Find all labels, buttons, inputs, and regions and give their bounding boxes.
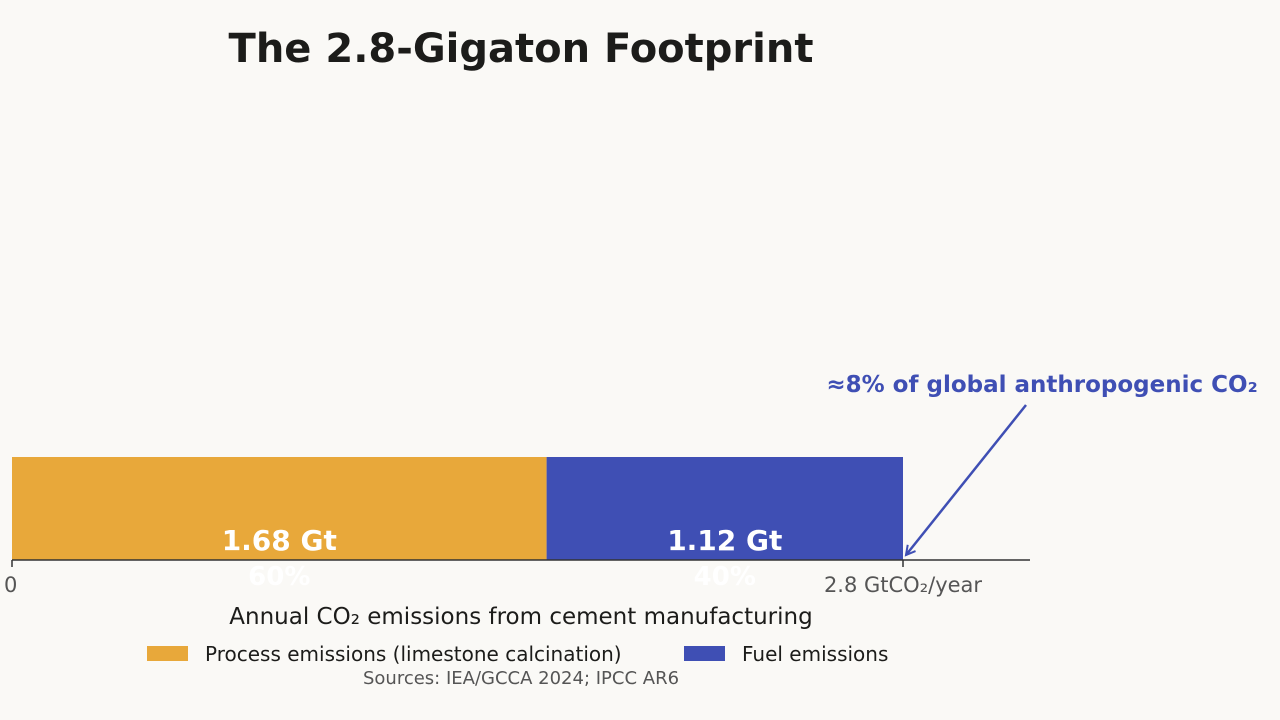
x-axis-label: Annual CO₂ emissions from cement manufac… bbox=[229, 604, 812, 630]
annotation: ≈8% of global anthropogenic CO₂ bbox=[826, 372, 1258, 555]
chart-title: The 2.8-Gigaton Footprint bbox=[229, 26, 814, 72]
bar-segment-1 bbox=[12, 457, 547, 560]
legend-swatch-1 bbox=[147, 646, 188, 661]
bar-labels: 1.68 Gt 60% 1.12 Gt 40% bbox=[222, 524, 783, 592]
x-tick-label-1: 0 bbox=[4, 573, 17, 597]
bar-share-label-1: 60% bbox=[248, 562, 310, 592]
legend-label-1: Process emissions (limestone calcination… bbox=[205, 642, 622, 666]
bar-value-label-2: 1.12 Gt bbox=[667, 524, 782, 557]
bar-value-label-1: 1.68 Gt bbox=[222, 524, 337, 557]
source-note: Sources: IEA/GCCA 2024; IPCC AR6 bbox=[363, 668, 679, 689]
legend-label-2: Fuel emissions bbox=[742, 642, 888, 666]
bar-share-label-2: 40% bbox=[694, 562, 756, 592]
annotation-text: ≈8% of global anthropogenic CO₂ bbox=[826, 372, 1257, 398]
x-tick-label-2: 2.8 GtCO₂/year bbox=[824, 573, 982, 597]
x-axis-ticks: 0 2.8 GtCO₂/year bbox=[4, 560, 982, 597]
bar-segment-2 bbox=[546, 457, 903, 560]
annotation-arrow bbox=[906, 404, 1027, 555]
legend: Process emissions (limestone calcination… bbox=[147, 642, 888, 666]
legend-swatch-2 bbox=[684, 646, 725, 661]
bar-segments bbox=[12, 457, 903, 560]
